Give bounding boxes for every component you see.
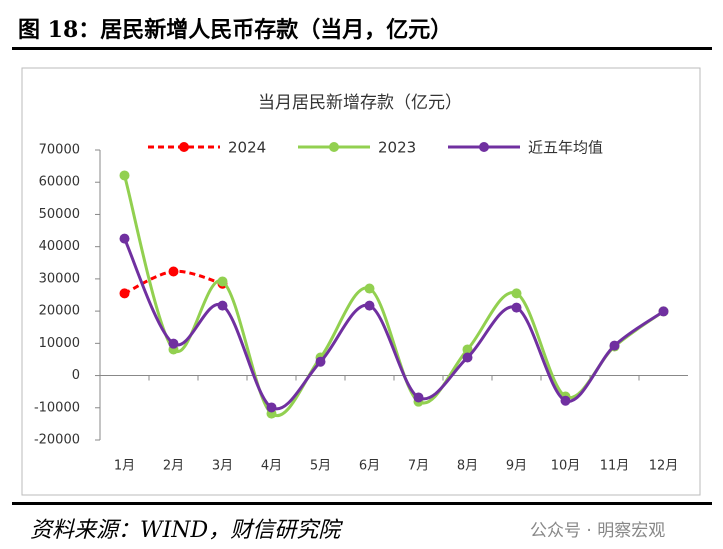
y-tick-label: -20000 <box>34 433 80 448</box>
y-tick-label: 50000 <box>39 207 80 222</box>
watermark: 公众号 · 明察宏观 <box>530 521 666 541</box>
x-tick-label: 12月 <box>649 459 679 474</box>
legend-marker <box>479 142 489 152</box>
data-point <box>511 288 522 299</box>
y-tick-label: 60000 <box>39 175 80 190</box>
chart-border <box>21 67 701 496</box>
data-point <box>266 402 277 413</box>
data-point <box>168 266 179 277</box>
data-point <box>609 340 620 351</box>
y-tick-label: 10000 <box>39 336 80 351</box>
y-tick-label: -10000 <box>34 400 80 415</box>
data-point <box>413 392 424 403</box>
x-tick-label: 7月 <box>408 459 429 474</box>
series-line <box>123 175 665 418</box>
x-tick-label: 11月 <box>600 459 630 474</box>
x-tick-label: 3月 <box>212 459 233 474</box>
chart-title: 当月居民新增存款（亿元） <box>258 93 462 113</box>
data-point <box>315 356 326 367</box>
data-point <box>119 170 130 181</box>
x-tick-label: 10月 <box>551 459 581 474</box>
y-tick-label: 30000 <box>39 271 80 286</box>
bottom-rule <box>12 502 712 505</box>
data-point <box>364 300 375 311</box>
legend-label: 2024 <box>228 139 266 157</box>
data-point <box>364 283 375 294</box>
data-point <box>217 300 228 311</box>
data-point <box>511 302 522 313</box>
x-tick-label: 9月 <box>506 459 527 474</box>
legend-label: 2023 <box>378 139 416 157</box>
y-tick-label: 70000 <box>39 143 80 158</box>
data-point <box>462 352 473 363</box>
series-line <box>123 237 665 411</box>
data-point <box>560 395 571 406</box>
x-tick-label: 8月 <box>457 459 478 474</box>
figure-title: 图 18：居民新增人民币存款（当月，亿元） <box>18 17 453 43</box>
x-tick-label: 1月 <box>114 459 135 474</box>
top-rule <box>12 47 712 50</box>
source: 资料来源：WIND，财信研究院 <box>30 518 341 543</box>
data-point <box>658 306 669 317</box>
data-point <box>168 338 179 349</box>
x-tick-label: 2月 <box>163 459 184 474</box>
x-tick-label: 4月 <box>261 459 282 474</box>
y-tick-label: 0 <box>72 368 80 383</box>
data-point <box>462 344 473 355</box>
y-tick-label: 40000 <box>39 239 80 254</box>
x-tick-label: 5月 <box>310 459 331 474</box>
legend-marker <box>329 142 339 152</box>
data-point <box>119 233 130 244</box>
data-point <box>217 276 228 287</box>
data-point <box>119 288 130 299</box>
legend-marker <box>179 142 189 152</box>
legend-label: 近五年均值 <box>528 139 603 157</box>
y-tick-label: 20000 <box>39 304 80 319</box>
x-tick-label: 6月 <box>359 459 380 474</box>
